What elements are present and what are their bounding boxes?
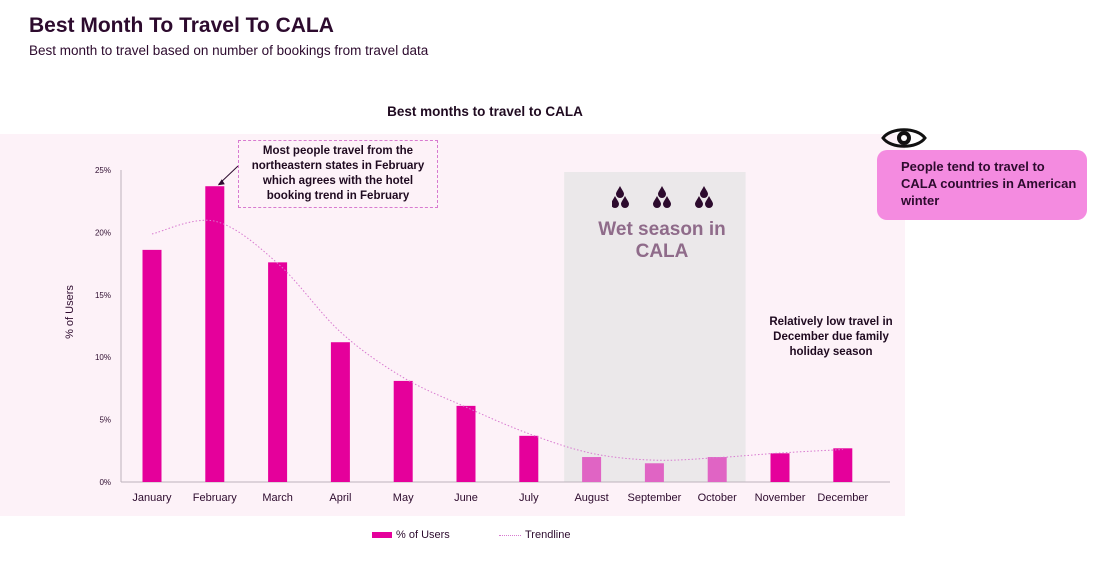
legend-swatch-trendline bbox=[499, 534, 521, 536]
y-tick-label: 25% bbox=[95, 166, 111, 175]
wet-season-label: Wet season in CALA bbox=[598, 219, 726, 262]
bar-august bbox=[582, 457, 602, 482]
y-tick-label: 10% bbox=[95, 353, 111, 362]
bar-july bbox=[519, 435, 539, 482]
x-tick-label: February bbox=[193, 492, 238, 504]
legend: % of Users Trendline bbox=[0, 529, 1120, 547]
x-tick-label: September bbox=[627, 492, 681, 504]
y-tick-label: 15% bbox=[95, 291, 111, 300]
y-tick-label: 20% bbox=[95, 228, 111, 237]
eye-icon bbox=[881, 128, 927, 148]
bar-november bbox=[770, 453, 790, 482]
x-tick-label: March bbox=[262, 492, 293, 504]
y-tick-label: 5% bbox=[99, 416, 111, 425]
bar-december bbox=[833, 448, 853, 482]
raindrops-icon bbox=[612, 186, 713, 208]
legend-label-trendline: Trendline bbox=[525, 529, 571, 541]
y-tick-label: 0% bbox=[99, 478, 111, 487]
february-annotation: Most people travel from the northeastern… bbox=[238, 140, 438, 208]
page-title: Best Month To Travel To CALA bbox=[29, 14, 334, 37]
insight-callout: People tend to travel to CALA countries … bbox=[877, 150, 1087, 220]
legend-swatch-bar bbox=[372, 532, 392, 538]
x-tick-label: June bbox=[454, 492, 478, 504]
page-subtitle: Best month to travel based on number of … bbox=[29, 43, 429, 58]
x-tick-label: January bbox=[132, 492, 172, 504]
x-tick-label: October bbox=[698, 492, 737, 504]
bar-may bbox=[393, 380, 413, 482]
x-tick-label: July bbox=[519, 492, 539, 504]
x-tick-label: November bbox=[755, 492, 806, 504]
legend-item-bars: % of Users bbox=[372, 529, 450, 541]
annotation-arrowhead bbox=[217, 179, 225, 186]
x-tick-label: May bbox=[393, 492, 414, 504]
trendline bbox=[151, 219, 843, 461]
bar-march bbox=[268, 262, 288, 482]
x-tick-label: April bbox=[329, 492, 351, 504]
chart-title: Best months to travel to CALA bbox=[387, 104, 583, 119]
bar-september bbox=[644, 463, 664, 482]
y-axis-label: % of Users bbox=[64, 285, 76, 339]
bar-june bbox=[456, 405, 476, 482]
wet-season-band bbox=[564, 172, 746, 482]
x-tick-label: December bbox=[817, 492, 868, 504]
legend-label-bars: % of Users bbox=[396, 529, 450, 541]
december-annotation: Relatively low travel in December due fa… bbox=[769, 316, 893, 358]
bar-january bbox=[142, 249, 162, 482]
legend-item-trendline: Trendline bbox=[499, 529, 570, 541]
bar-february bbox=[205, 186, 225, 482]
bar-october bbox=[707, 457, 727, 482]
callout-text: People tend to travel to CALA countries … bbox=[901, 159, 1077, 208]
bar-april bbox=[330, 342, 350, 482]
x-tick-label: August bbox=[574, 492, 608, 504]
